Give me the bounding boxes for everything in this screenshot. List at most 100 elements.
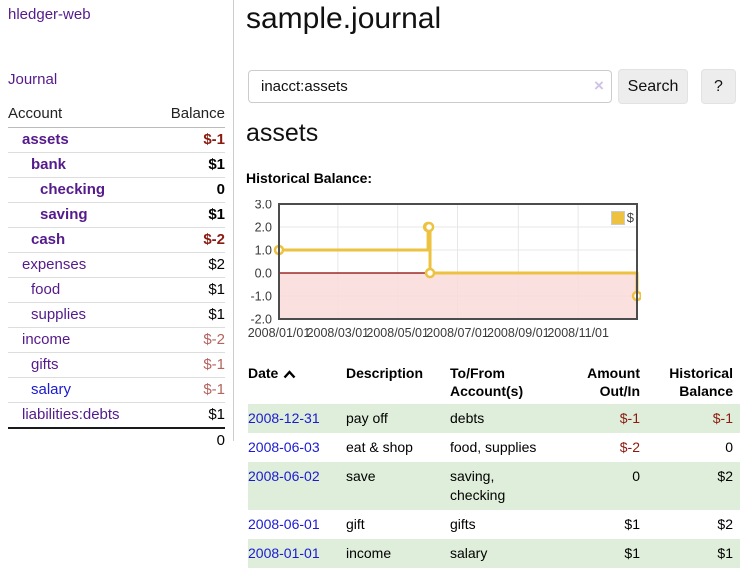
account-balance: $1 xyxy=(154,402,225,429)
account-balance: $1 xyxy=(154,202,225,228)
y-axis-tick: 1.0 xyxy=(255,244,272,258)
transaction-amount: 0 xyxy=(632,468,640,484)
account-balance: $-1 xyxy=(154,377,225,403)
account-link-liabilities-debts[interactable]: liabilities:debts xyxy=(22,406,120,423)
account-row: bank $1 xyxy=(8,152,225,178)
transaction-description: eat & shop xyxy=(346,439,413,455)
register-header-accounts: To/From Account(s) xyxy=(450,365,524,399)
x-axis-tick: 2008/01/01 xyxy=(248,326,311,340)
transaction-date-cell: 2008-12-31 xyxy=(248,404,346,433)
search-button[interactable]: Search xyxy=(618,69,688,104)
account-heading: assets xyxy=(246,119,319,147)
account-balance: $-1 xyxy=(154,127,225,153)
account-link-expenses[interactable]: expenses xyxy=(22,256,87,273)
account-link-supplies[interactable]: supplies xyxy=(31,306,87,323)
transaction-row: 2008-06-03 eat & shop food, supplies $-2 0 xyxy=(248,433,740,462)
x-axis-tick: 2008/07/01 xyxy=(426,326,489,340)
transaction-balance: $2 xyxy=(717,516,733,532)
accounts-total-value: 0 xyxy=(216,432,225,449)
account-link-checking[interactable]: checking xyxy=(40,181,106,198)
register-header-date-label: Date xyxy=(248,365,279,381)
transaction-accounts: salary xyxy=(450,545,488,561)
legend-label: $ xyxy=(626,210,634,225)
sidebar-divider xyxy=(233,0,234,441)
account-link-assets[interactable]: assets xyxy=(22,131,69,148)
register-tbody: 2008-12-31 pay off debts $-1 $-1 2008-06-03 ea… xyxy=(248,404,740,568)
transaction-amount: $1 xyxy=(624,545,640,561)
account-link-saving[interactable]: saving xyxy=(40,206,88,223)
register-header-description: Description xyxy=(346,365,424,381)
account-row: expenses $2 xyxy=(8,252,225,278)
account-row: assets $-1 xyxy=(8,127,225,153)
account-balance: $-1 xyxy=(154,352,225,378)
account-row: checking 0 xyxy=(8,177,225,203)
transaction-row: 2008-06-01 gift gifts $1 $2 xyxy=(248,510,740,539)
account-balance: $1 xyxy=(154,152,225,178)
legend-swatch-icon xyxy=(610,210,625,225)
transaction-date-link[interactable]: 2008-06-03 xyxy=(248,439,320,455)
clear-search-icon[interactable]: × xyxy=(594,76,604,95)
register-header-amount: Amount Out/In xyxy=(587,365,640,399)
transaction-description: pay off xyxy=(346,410,388,426)
account-row: cash $-2 xyxy=(8,227,225,253)
transaction-description: save xyxy=(346,468,376,484)
chart-legend: $ xyxy=(608,209,636,226)
y-axis-tick: -1.0 xyxy=(250,290,272,304)
accounts-header-balance: Balance xyxy=(154,102,225,128)
x-axis-tick: 2008/11/01 xyxy=(547,326,609,340)
transaction-date-cell: 2008-06-03 xyxy=(248,433,346,462)
transaction-balance: $-1 xyxy=(712,410,733,426)
account-link-gifts[interactable]: gifts xyxy=(31,356,59,373)
register-header-balance: Historical Balance xyxy=(669,365,733,399)
account-row: salary $-1 xyxy=(8,377,225,403)
chart-svg: 3.0 2.0 1.0 0.0 -1.0 -2.02008/01/012008/03/01… xyxy=(248,198,643,340)
help-button[interactable]: ? xyxy=(701,69,736,104)
account-link-income[interactable]: income xyxy=(22,331,71,348)
historical-balance-chart: 3.0 2.0 1.0 0.0 -1.0 -2.0 2008/01/01 2008/03/01… xyxy=(245,198,643,344)
transaction-date-link[interactable]: 2008-12-31 xyxy=(248,410,320,426)
register-header-date[interactable]: Date xyxy=(248,362,346,404)
transaction-row: 2008-12-31 pay off debts $-1 $-1 xyxy=(248,404,740,433)
chart-title: Historical Balance: xyxy=(246,170,373,186)
account-link-bank[interactable]: bank xyxy=(31,156,67,173)
account-balance: $-2 xyxy=(154,227,225,253)
transaction-row: 2008-06-02 save saving, checking 0 $2 xyxy=(248,462,740,510)
transaction-accounts: gifts xyxy=(450,516,476,532)
transaction-date-cell: 2008-06-02 xyxy=(248,462,346,510)
x-axis-tick: 2008/05/01 xyxy=(366,326,429,340)
transaction-amount: $1 xyxy=(624,516,640,532)
accounts-header-account: Account xyxy=(8,102,155,128)
account-row: supplies $1 xyxy=(8,302,225,328)
x-axis-tick: 2008/03/01 xyxy=(307,326,370,340)
search-input[interactable] xyxy=(248,70,612,103)
sidebar-item-journal[interactable]: Journal xyxy=(8,71,58,88)
x-axis-tick: 2008/09/01 xyxy=(487,326,550,340)
account-link-food[interactable]: food xyxy=(31,281,61,298)
account-row: liabilities:debts $1 xyxy=(8,402,225,429)
transaction-description: gift xyxy=(346,516,365,532)
y-axis-tick: 2.0 xyxy=(255,221,272,235)
y-axis-tick: 0.0 xyxy=(255,267,272,281)
account-link-cash[interactable]: cash xyxy=(31,231,66,248)
account-balance: $-2 xyxy=(154,327,225,353)
account-row: food $1 xyxy=(8,277,225,303)
account-balance: $1 xyxy=(154,302,225,328)
account-row: saving $1 xyxy=(8,202,225,228)
accounts-tbody: assets $-1 bank $1 checking 0 saving $1 cash $-2 e… xyxy=(8,127,225,429)
transaction-balance: 0 xyxy=(725,439,733,455)
transaction-date-link[interactable]: 2008-06-02 xyxy=(248,468,320,484)
sort-ascending-icon xyxy=(283,370,296,379)
account-link-salary[interactable]: salary xyxy=(31,381,72,398)
account-balance: $1 xyxy=(154,277,225,303)
transaction-balance: $2 xyxy=(717,468,733,484)
transaction-accounts: saving, checking xyxy=(450,468,506,503)
transaction-balance: $1 xyxy=(717,545,733,561)
y-axis-tick: 3.0 xyxy=(255,200,272,212)
transaction-date-link[interactable]: 2008-06-01 xyxy=(248,516,320,532)
transaction-row: 2008-01-01 income salary $1 $1 xyxy=(248,539,740,568)
account-row: income $-2 xyxy=(8,327,225,353)
transaction-date-link[interactable]: 2008-01-01 xyxy=(248,545,320,561)
transaction-amount: $-1 xyxy=(619,410,640,426)
app-title-link[interactable]: hledger-web xyxy=(8,6,91,23)
transaction-amount: $-2 xyxy=(619,439,640,455)
